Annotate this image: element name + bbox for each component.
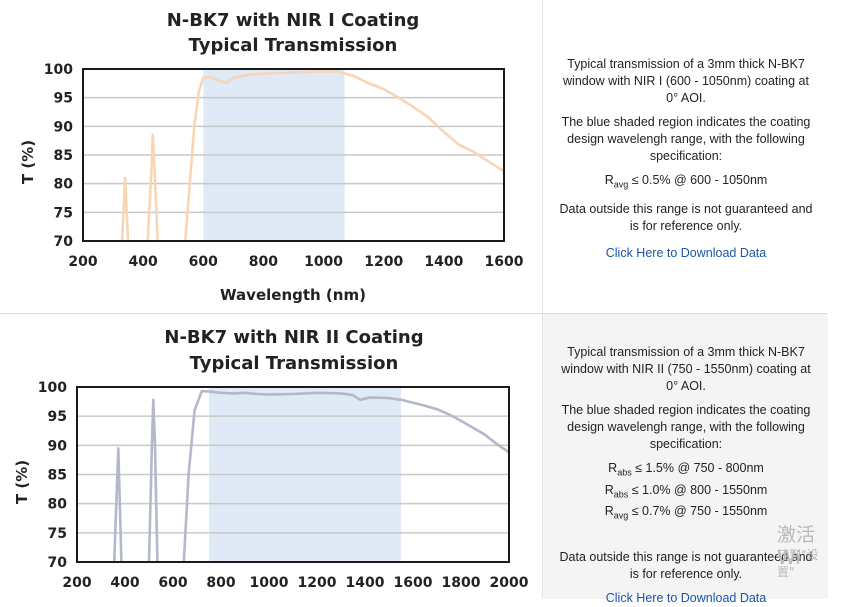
- specification-list: Ravg ≤ 0.5% @ 600 - 1050nm: [557, 172, 815, 194]
- chart-title: N-BK7 with NIR II Coating: [164, 327, 423, 348]
- y-tick-label: 90: [48, 438, 68, 454]
- spec-value: ≤ 0.7% @ 750 - 1550nm: [628, 504, 768, 518]
- x-tick-label: 400: [129, 254, 158, 270]
- description-panel-nir1: Typical transmission of a 3mm thick N-BK…: [542, 0, 828, 314]
- coating-description: Typical transmission of a 3mm thick N-BK…: [563, 57, 809, 105]
- x-tick-label: 600: [189, 254, 218, 270]
- chart-panel-nir2: N-BK7 with NIR II Coating Typical Transmi…: [0, 314, 542, 599]
- row-divider: [0, 313, 827, 314]
- description-block-nir2: Typical transmission of a 3mm thick N-BK…: [557, 344, 815, 607]
- y-tick-label: 75: [54, 205, 73, 221]
- y-tick-label: 70: [48, 555, 68, 571]
- description-panel-nir2: Typical transmission of a 3mm thick N-BK…: [542, 314, 828, 605]
- transmission-chart-nir1: N-BK7 with NIR I Coating Typical Transmis…: [19, 10, 524, 304]
- y-tick-label: 100: [44, 62, 73, 78]
- coating-description: Typical transmission of a 3mm thick N-BK…: [561, 345, 811, 393]
- chart-panel-nir1: N-BK7 with NIR I Coating Typical Transmis…: [0, 0, 542, 314]
- x-tick-label: 1200: [298, 575, 337, 591]
- y-tick-label: 85: [48, 468, 67, 484]
- x-tick-label: 800: [206, 575, 235, 591]
- x-tick-label: 1200: [364, 254, 403, 270]
- x-tick-label: 1800: [442, 575, 481, 591]
- specification-item: Ravg ≤ 0.5% @ 600 - 1050nm: [557, 172, 815, 194]
- x-tick-label: 1400: [346, 575, 385, 591]
- transmission-curve: [182, 389, 511, 564]
- spec-symbol: R: [608, 461, 618, 475]
- download-data-link[interactable]: Click Here to Download Data: [605, 245, 767, 260]
- chart-subtitle: Typical Transmission: [189, 35, 398, 56]
- chart-title: N-BK7 with NIR I Coating: [167, 10, 420, 31]
- specification-item: Rabs ≤ 1.0% @ 800 - 1550nm: [557, 482, 815, 504]
- plot-frame: [76, 386, 510, 563]
- x-tick-label: 800: [249, 254, 278, 270]
- specification-item: Ravg ≤ 0.7% @ 750 - 1550nm: [557, 503, 815, 525]
- chart-subtitle: Typical Transmission: [190, 353, 399, 374]
- x-tick-label: 1000: [304, 254, 343, 270]
- download-data-link[interactable]: Click Here to Download Data: [605, 590, 767, 605]
- x-tick-label: 2000: [490, 575, 529, 591]
- spec-subscript: abs: [617, 467, 632, 478]
- y-axis-label: T (%): [19, 140, 37, 184]
- spec-subscript: avg: [613, 510, 629, 521]
- description-block-nir1: Typical transmission of a 3mm thick N-BK…: [557, 56, 815, 262]
- x-tick-label: 200: [68, 254, 97, 270]
- y-tick-label: 100: [38, 380, 67, 396]
- y-tick-label: 75: [48, 526, 67, 542]
- y-tick-label: 70: [54, 234, 74, 250]
- data-disclaimer: Data outside this range is not guarantee…: [559, 201, 813, 233]
- data-disclaimer: Data outside this range is not guarantee…: [559, 549, 813, 581]
- shaded-region-note: The blue shaded region indicates the coa…: [561, 115, 811, 163]
- shaded-region-note: The blue shaded region indicates the coa…: [561, 403, 811, 451]
- transmission-curve: [120, 176, 130, 243]
- transmission-chart-nir2: N-BK7 with NIR II Coating Typical Transmi…: [13, 327, 529, 591]
- spec-symbol: R: [604, 482, 614, 497]
- y-tick-label: 95: [48, 409, 67, 425]
- x-tick-label: 1400: [424, 254, 463, 270]
- spec-value: ≤ 0.5% @ 600 - 1050nm: [628, 173, 768, 187]
- spec-subscript: abs: [613, 489, 629, 499]
- x-tick-label: 600: [158, 575, 187, 591]
- plot-frame: [82, 68, 505, 242]
- spec-value: ≤ 1.0% @ 800 - 1550nm: [628, 482, 768, 497]
- y-tick-label: 80: [48, 497, 68, 513]
- specification-item: Rabs ≤ 1.5% @ 750 - 800nm: [557, 460, 815, 482]
- x-tick-label: 1600: [485, 254, 524, 270]
- x-tick-label: 1000: [250, 575, 289, 591]
- y-tick-label: 80: [54, 177, 74, 193]
- transmission-curve: [147, 398, 159, 564]
- x-axis-label: Wavelength (nm): [220, 286, 366, 304]
- spec-subscript: avg: [613, 179, 629, 190]
- x-tick-label: 400: [110, 575, 139, 591]
- product-row-nir2: N-BK7 with NIR II Coating Typical Transmi…: [0, 314, 847, 605]
- spec-value: ≤ 1.5% @ 750 - 800nm: [631, 461, 764, 475]
- spec-symbol: R: [604, 173, 614, 187]
- activation-watermark-line1: 激活 Wi: [777, 524, 816, 569]
- transmission-curve: [112, 447, 123, 564]
- spec-symbol: R: [604, 504, 614, 518]
- y-tick-label: 90: [54, 119, 74, 135]
- y-tick-label: 85: [54, 148, 73, 164]
- transmission-curve: [183, 70, 506, 243]
- product-row-nir1: N-BK7 with NIR I Coating Typical Transmis…: [0, 0, 828, 314]
- specification-list: Rabs ≤ 1.5% @ 750 - 800nm Rabs ≤ 1.0% @ 8…: [557, 460, 815, 525]
- activation-watermark-line2: 转到"设置": [777, 548, 819, 579]
- y-tick-label: 95: [54, 91, 73, 107]
- x-tick-label: 1600: [394, 575, 433, 591]
- transmission-curve: [146, 133, 159, 243]
- x-tick-label: 200: [62, 575, 91, 591]
- y-axis-label: T (%): [13, 460, 31, 504]
